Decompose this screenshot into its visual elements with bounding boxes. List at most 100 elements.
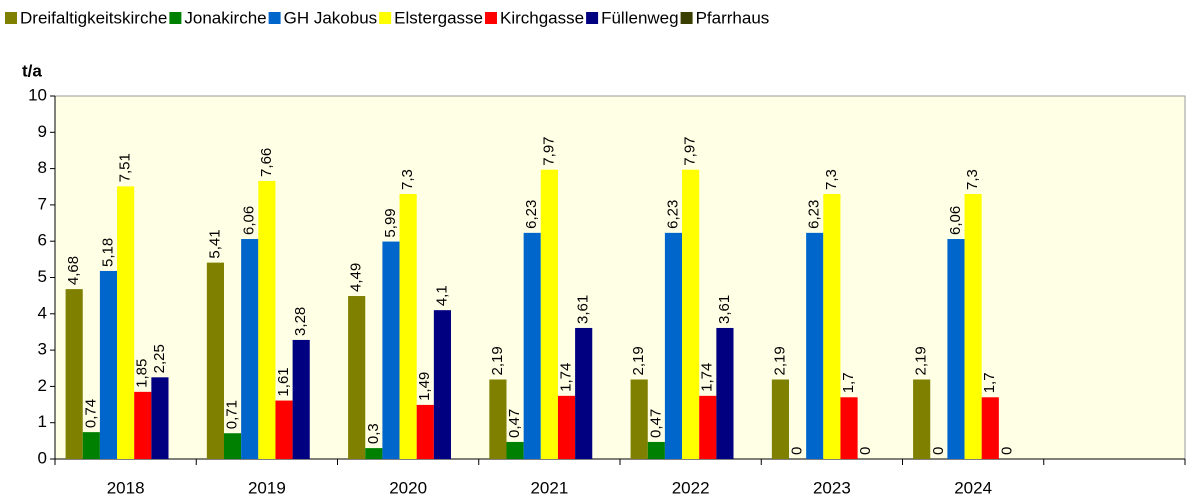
legend-label: Kirchgasse (500, 8, 584, 27)
value-label: 6,06 (947, 206, 964, 235)
bar (275, 400, 293, 459)
value-label: 4,49 (348, 263, 365, 292)
bar (241, 239, 259, 459)
bar (365, 448, 383, 459)
y-tick-label: 4 (38, 303, 47, 322)
x-tick-label: 2020 (389, 478, 427, 497)
bar (557, 395, 576, 459)
value-label: 0,47 (506, 409, 523, 438)
bar (964, 194, 982, 459)
bar (489, 379, 507, 459)
value-label: 0 (857, 447, 874, 455)
bar (506, 441, 524, 459)
value-label: 7,3 (823, 169, 840, 190)
value-label: 0,47 (647, 409, 664, 438)
bar (99, 270, 118, 459)
legend-label: Füllenweg (601, 8, 679, 27)
y-axis-label: t/a (22, 61, 42, 80)
bar (292, 339, 310, 459)
value-label: 3,61 (575, 295, 592, 324)
x-tick-label: 2018 (107, 478, 145, 497)
x-tick-label: 2023 (813, 478, 851, 497)
value-label: 2,19 (489, 346, 506, 375)
y-tick-label: 9 (38, 122, 47, 141)
value-label: 6,23 (806, 200, 823, 229)
bar (913, 379, 931, 459)
bar (664, 232, 683, 459)
legend-swatch (379, 12, 392, 24)
bar (699, 395, 717, 459)
bar (647, 441, 665, 459)
bar (399, 194, 417, 459)
value-label: 3,28 (292, 307, 309, 336)
value-label: 3,61 (716, 295, 733, 324)
value-label: 1,7 (840, 372, 857, 393)
bar (258, 180, 276, 459)
value-label: 2,19 (913, 346, 930, 375)
y-tick-label: 1 (38, 412, 47, 431)
value-label: 7,97 (682, 136, 699, 165)
y-tick-label: 0 (38, 448, 47, 467)
legend-label: Elstergasse (394, 8, 483, 27)
legend-label: Pfarrhaus (696, 8, 770, 27)
bar (223, 433, 242, 459)
legend-label: Jonakirche (184, 8, 266, 27)
value-label: 7,97 (540, 136, 557, 165)
value-label: 1,85 (134, 359, 151, 388)
value-label: 0,71 (224, 400, 241, 429)
bar (630, 379, 648, 459)
bar (151, 377, 169, 459)
bar (716, 327, 734, 459)
value-label: 2,19 (771, 346, 788, 375)
value-label: 0 (998, 447, 1015, 455)
bar (433, 310, 452, 459)
value-label: 2,19 (630, 346, 647, 375)
legend-swatch (484, 12, 497, 24)
value-label: 7,3 (399, 169, 416, 190)
value-label: 1,49 (416, 372, 433, 401)
bar (134, 391, 152, 459)
y-tick-label: 2 (38, 376, 47, 395)
y-tick-label: 8 (38, 158, 47, 177)
value-label: 1,74 (557, 363, 574, 392)
value-label: 7,66 (258, 148, 275, 177)
bar (523, 232, 541, 459)
y-tick-label: 10 (28, 85, 47, 104)
bar (575, 327, 593, 459)
bar (947, 239, 965, 459)
value-label: 0,3 (365, 423, 382, 444)
value-label: 1,61 (275, 367, 292, 396)
bar (823, 194, 841, 459)
bar (382, 241, 400, 459)
value-label: 1,74 (699, 363, 716, 392)
y-tick-label: 3 (38, 340, 47, 359)
legend-swatch (680, 12, 693, 24)
value-label: 6,23 (664, 200, 681, 229)
bar (771, 379, 789, 459)
legend-swatch (169, 12, 182, 24)
bar (65, 289, 83, 459)
value-label: 5,18 (99, 238, 116, 267)
value-label: 4,68 (65, 256, 82, 285)
bar (206, 262, 224, 459)
value-label: 5,41 (206, 229, 223, 258)
legend-label: Dreifaltigkeitskirche (20, 8, 167, 27)
y-tick-label: 6 (38, 231, 47, 250)
value-label: 7,3 (964, 169, 981, 190)
value-label: 1,7 (981, 372, 998, 393)
value-label: 4,1 (433, 285, 450, 306)
value-label: 0 (789, 447, 806, 455)
x-tick-label: 2022 (672, 478, 710, 497)
legend-swatch (5, 12, 17, 24)
x-tick-label: 2021 (530, 478, 568, 497)
bar (981, 397, 999, 459)
y-tick-label: 5 (38, 267, 47, 286)
legend-label: GH Jakobus (284, 8, 378, 27)
y-tick-label: 7 (38, 194, 47, 213)
x-tick-label: 2024 (954, 478, 992, 497)
legend-swatch (268, 12, 281, 24)
bar (348, 296, 366, 459)
value-label: 0 (930, 447, 947, 455)
bar (682, 169, 700, 459)
